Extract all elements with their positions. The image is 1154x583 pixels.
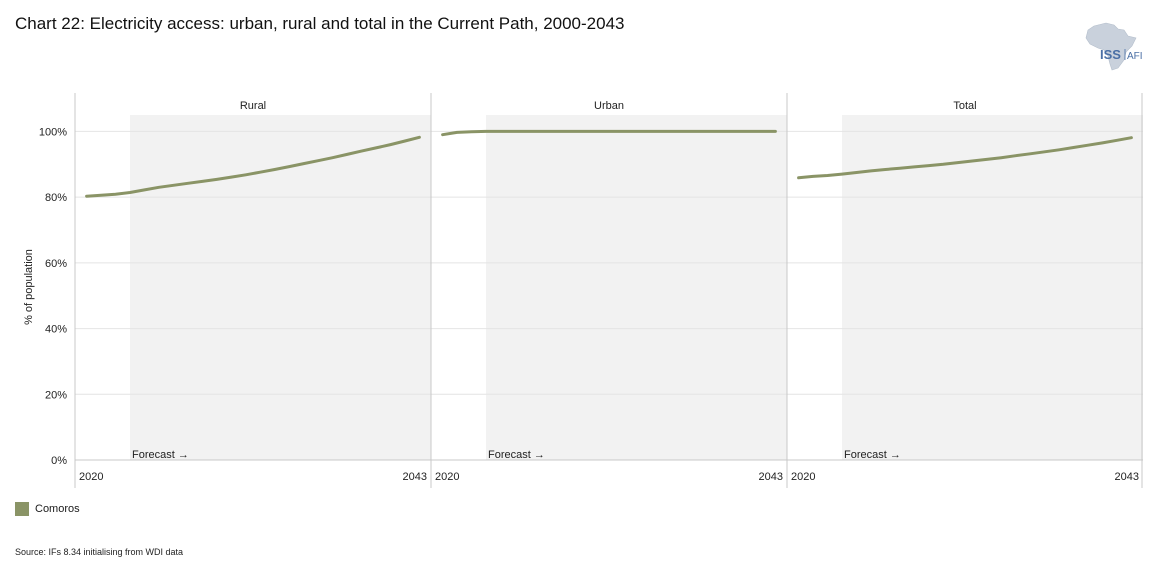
forecast-region [485,115,787,460]
legend: Comoros [15,502,80,516]
panel-title: Total [953,100,976,112]
series-line [441,129,777,137]
y-tick-label: 0% [51,455,67,467]
africa-map-icon: ISS AFI [1085,22,1143,71]
x-tick-label: 2043 [759,471,783,483]
x-tick-label: 2020 [791,471,815,483]
iss-afi-logo: ISS AFI [1080,20,1144,72]
forecast-label: Forecast → [132,449,189,461]
x-tick-label: 2043 [403,471,427,483]
forecast-region [129,115,431,460]
source-note: Source: IFs 8.34 initialising from WDI d… [15,547,184,557]
y-tick-label: 100% [39,126,67,138]
y-tick-label: 80% [45,192,67,204]
series-line [85,135,421,198]
chart-title: Chart 22: Electricity access: urban, rur… [15,14,625,33]
y-tick-label: 40% [45,324,67,336]
forecast-label: Forecast → [488,449,545,461]
forecast-label: Forecast → [844,449,901,461]
x-tick-label: 2043 [1115,471,1139,483]
y-tick-label: 20% [45,389,67,401]
panel-title: Rural [240,100,266,112]
legend-label: Comoros [35,503,80,515]
y-axis-title: % of population [23,249,35,325]
forecast-region [841,115,1143,460]
x-tick-label: 2020 [79,471,103,483]
y-tick-label: 60% [45,258,67,270]
logo-text-main: ISS [1100,47,1121,62]
legend-swatch [15,502,29,516]
logo-text-sub: AFI [1127,51,1143,62]
x-tick-label: 2020 [435,471,459,483]
panel-title: Urban [594,100,624,112]
series-line [797,136,1133,180]
